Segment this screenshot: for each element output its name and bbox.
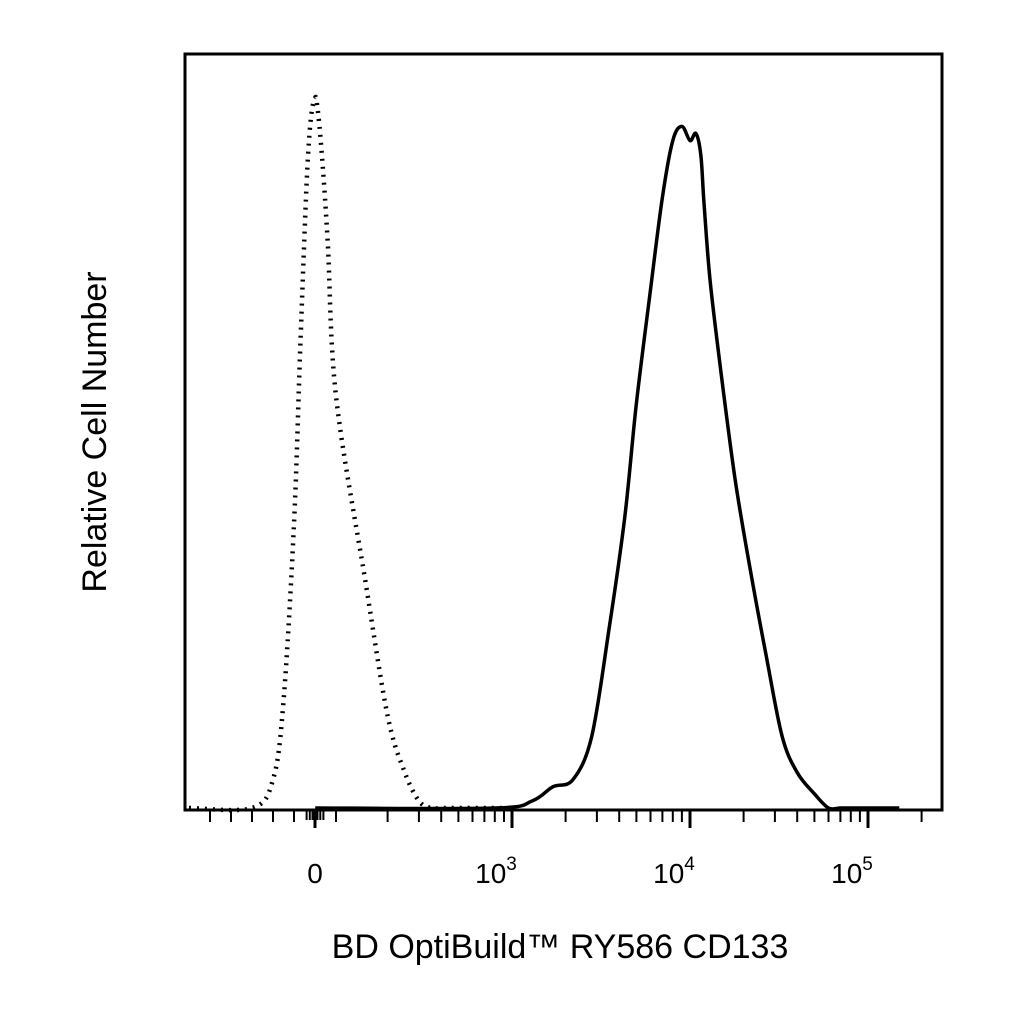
control-histogram-curve [188, 94, 512, 813]
x-axis-ticks [209, 810, 923, 828]
x-tick-label: 0 [307, 858, 323, 889]
plot-frame [183, 52, 944, 812]
plot-curves [188, 94, 900, 813]
x-tick-label: 103 [475, 854, 517, 889]
x-axis-tick-labels: 0 103 104 105 [307, 854, 873, 889]
x-axis-title: BD OptiBuild™ RY586 CD133 [332, 928, 789, 966]
stained-histogram-curve [315, 124, 900, 811]
x-tick-label: 105 [831, 854, 873, 889]
y-axis-title: Relative Cell Number [76, 271, 114, 592]
x-tick-label: 104 [653, 854, 695, 889]
